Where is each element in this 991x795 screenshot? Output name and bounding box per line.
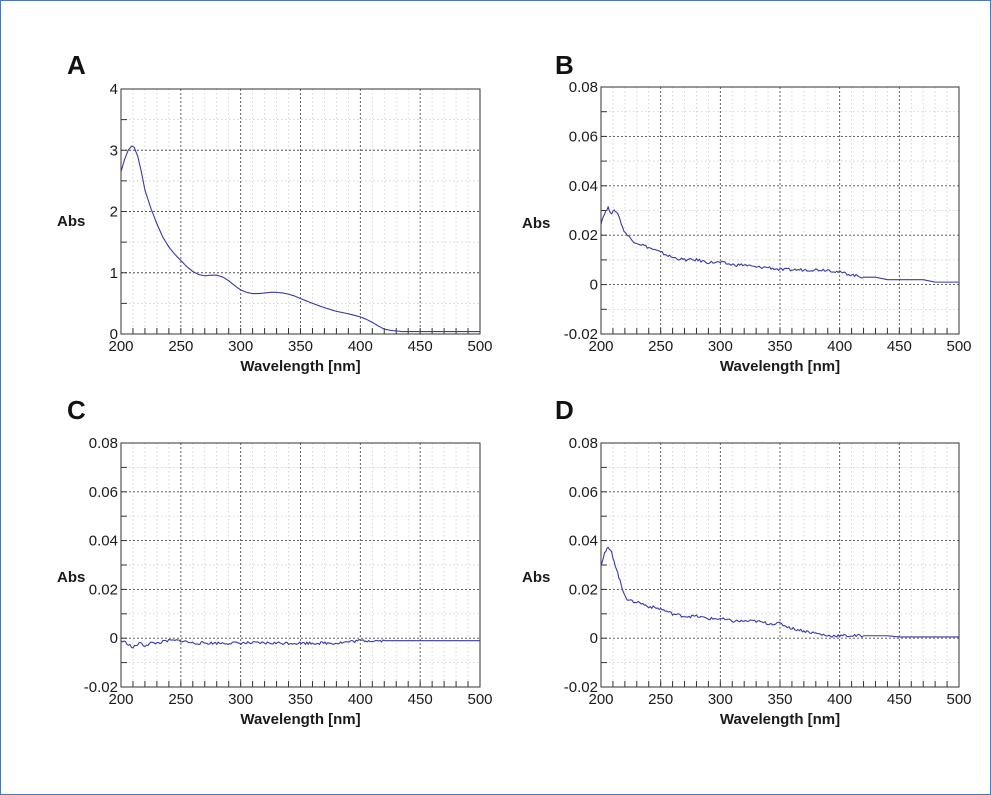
y-tick-label: 0.08 — [89, 435, 118, 452]
x-tick-label: 300 — [228, 338, 253, 355]
panel-letter: C — [67, 395, 86, 425]
y-axis-label: Abs — [522, 569, 550, 586]
chart-panel-d: 200 250 300 350 400 450 500 -0.02 0 0.02 0.04 0.06 0… — [522, 395, 972, 728]
x-tick-label: 200 — [108, 691, 133, 708]
y-tick-label: 0.08 — [569, 435, 598, 452]
x-tick-label: 350 — [288, 691, 313, 708]
y-axis-label: Abs — [57, 213, 85, 230]
y-tick-label: 2 — [110, 204, 118, 221]
y-tick-label: 0.04 — [569, 178, 598, 195]
x-tick-label: 350 — [767, 338, 792, 355]
y-tick-label: 0 — [110, 630, 118, 647]
chart-panel-a: 200 250 300 350 400 450 500 0 1 2 3 4 Wavelength [nm… — [57, 50, 493, 375]
y-tick-label: 0.06 — [569, 484, 598, 501]
y-tick-label: 0.02 — [569, 581, 598, 598]
x-tick-label: 300 — [228, 691, 253, 708]
y-tick-label: 0 — [110, 326, 118, 343]
x-tick-label: 250 — [168, 691, 193, 708]
x-tick-label: 250 — [168, 338, 193, 355]
x-axis-label: Wavelength [nm] — [240, 711, 360, 728]
y-tick-label: 0 — [590, 630, 598, 647]
x-tick-label: 500 — [467, 338, 492, 355]
x-tick-label: 400 — [827, 338, 852, 355]
y-tick-label: 3 — [110, 142, 118, 159]
panel-letter: A — [67, 50, 86, 80]
chart-panel-c: 200 250 300 350 400 450 500 -0.02 0 0.02 0.04 0.06 0… — [57, 395, 493, 728]
y-tick-label: 0 — [590, 277, 598, 294]
x-tick-label: 300 — [708, 338, 733, 355]
y-tick-label: -0.02 — [564, 326, 598, 343]
spectrum-line — [600, 206, 959, 283]
y-tick-label: 4 — [110, 81, 118, 98]
y-tick-label: 0.06 — [569, 128, 598, 145]
y-tick-label: 0.08 — [569, 79, 598, 96]
x-axis-label: Wavelength [nm] — [240, 358, 360, 375]
spectrum-line — [120, 638, 480, 649]
y-tick-label: 0.06 — [89, 484, 118, 501]
x-tick-label: 250 — [648, 338, 673, 355]
x-axis-label: Wavelength [nm] — [720, 358, 840, 375]
x-tick-label: 200 — [588, 691, 613, 708]
y-tick-label: 0.04 — [569, 533, 598, 550]
x-tick-label: 350 — [288, 338, 313, 355]
y-axis-label: Abs — [522, 215, 550, 232]
y-tick-label: -0.02 — [84, 679, 118, 696]
x-tick-label: 450 — [887, 691, 912, 708]
y-tick-label: 0.02 — [569, 227, 598, 244]
x-tick-label: 500 — [946, 691, 971, 708]
x-tick-label: 450 — [408, 691, 433, 708]
x-tick-label: 200 — [588, 338, 613, 355]
y-tick-label: 1 — [110, 265, 118, 282]
spectrum-line — [120, 145, 480, 333]
y-axis-label: Abs — [57, 569, 85, 586]
x-tick-label: 300 — [708, 691, 733, 708]
y-tick-label: 0.04 — [89, 533, 118, 550]
spectrum-line — [600, 546, 959, 638]
y-tick-label: -0.02 — [564, 679, 598, 696]
x-axis-label: Wavelength [nm] — [720, 711, 840, 728]
panel-letter: D — [555, 395, 574, 425]
x-tick-label: 450 — [408, 338, 433, 355]
chart-panel-b: 200 250 300 350 400 450 500 -0.02 0 0.02 0.04 0.06 0… — [522, 50, 972, 375]
x-tick-label: 200 — [108, 338, 133, 355]
panel-letter: B — [555, 50, 574, 80]
x-tick-label: 350 — [767, 691, 792, 708]
x-tick-label: 500 — [946, 338, 971, 355]
x-tick-label: 400 — [827, 691, 852, 708]
x-tick-label: 250 — [648, 691, 673, 708]
x-tick-label: 500 — [467, 691, 492, 708]
x-tick-label: 400 — [348, 691, 373, 708]
y-tick-label: 0.02 — [89, 581, 118, 598]
x-tick-label: 400 — [348, 338, 373, 355]
x-tick-label: 450 — [887, 338, 912, 355]
